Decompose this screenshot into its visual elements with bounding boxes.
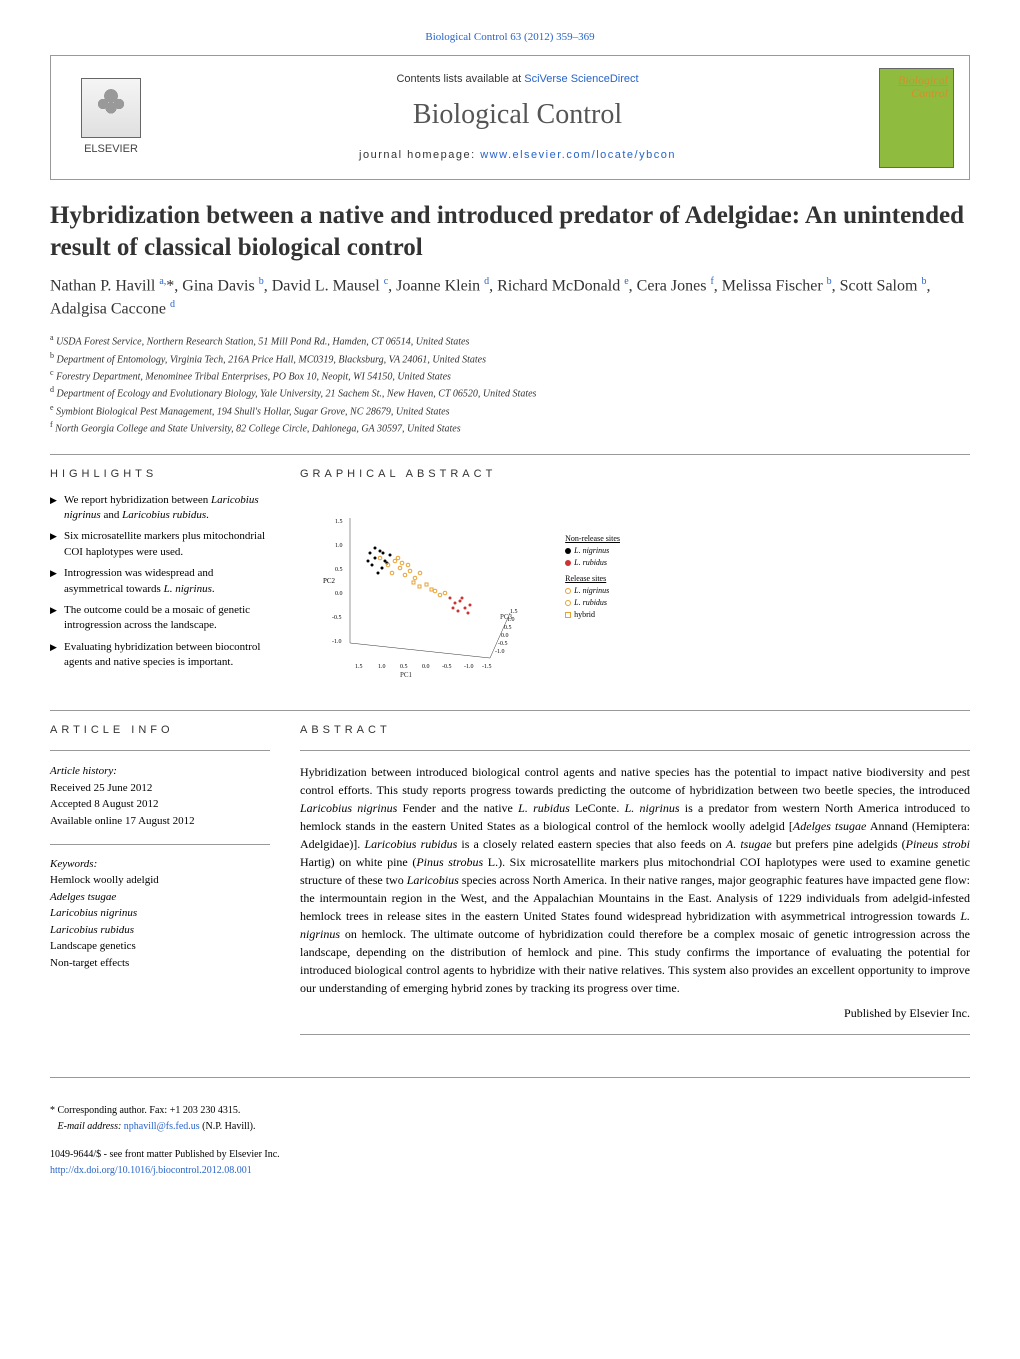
highlights-list: We report hybridization between Laricobi… <box>50 493 270 671</box>
svg-text:PC2: PC2 <box>323 577 336 585</box>
svg-text:-1.0: -1.0 <box>464 664 474 670</box>
svg-text:-1.0: -1.0 <box>332 639 342 645</box>
graphical-abstract-figure: 1.5 1.0 0.5 0.0 -0.5 -1.0 PC2 1.5 1.0 0.… <box>300 493 620 683</box>
pc1-label: PC1 <box>400 671 412 681</box>
publisher-line: Published by Elsevier Inc. <box>300 1005 970 1022</box>
svg-text:-1.0: -1.0 <box>495 649 505 655</box>
svg-text:0.5: 0.5 <box>400 664 408 670</box>
footer: * Corresponding author. Fax: +1 203 230 … <box>50 1103 970 1179</box>
elsevier-text: ELSEVIER <box>84 142 138 157</box>
scatter-legend: Non-release sites L. nigrinus L. rubidus… <box>565 533 620 621</box>
copyright-line: 1049-9644/$ - see front matter Published… <box>50 1147 970 1163</box>
divider <box>50 710 970 711</box>
svg-text:1.5: 1.5 <box>335 519 343 525</box>
affiliations-list: a USDA Forest Service, Northern Research… <box>50 332 970 436</box>
journal-title: Biological Control <box>156 95 879 134</box>
abstract-text: Hybridization between introduced biologi… <box>300 763 970 997</box>
svg-text:0.0: 0.0 <box>335 591 343 597</box>
svg-text:-0.5: -0.5 <box>332 615 342 621</box>
svg-text:1.0: 1.0 <box>335 543 343 549</box>
journal-homepage: journal homepage: www.elsevier.com/locat… <box>156 148 879 163</box>
authors-list: Nathan P. Havill a,*, Gina Davis b, Davi… <box>50 275 970 320</box>
sciencedirect-link[interactable]: SciVerse ScienceDirect <box>524 73 638 85</box>
highlight-item: The outcome could be a mosaic of genetic… <box>50 603 270 634</box>
svg-text:-1.5: -1.5 <box>482 664 492 670</box>
doi-link[interactable]: http://dx.doi.org/10.1016/j.biocontrol.2… <box>50 1165 252 1176</box>
abstract-header: ABSTRACT <box>300 723 970 738</box>
svg-text:0.5: 0.5 <box>335 567 343 573</box>
svg-text:0.0: 0.0 <box>422 664 430 670</box>
homepage-link[interactable]: www.elsevier.com/locate/ybcon <box>480 149 676 161</box>
article-title: Hybridization between a native and intro… <box>50 200 970 263</box>
highlights-header: HIGHLIGHTS <box>50 467 270 482</box>
graphical-header: GRAPHICAL ABSTRACT <box>300 467 970 482</box>
contents-line: Contents lists available at SciVerse Sci… <box>156 72 879 87</box>
svg-text:0.0: 0.0 <box>501 633 509 639</box>
elsevier-tree-icon <box>81 78 141 138</box>
svg-text:-0.5: -0.5 <box>442 664 452 670</box>
svg-text:-0.5: -0.5 <box>498 641 508 647</box>
elsevier-logo: ELSEVIER <box>66 73 156 163</box>
highlight-item: Introgression was widespread and asymmet… <box>50 566 270 597</box>
journal-cover-thumb: Biological Control <box>879 68 954 168</box>
highlight-item: Evaluating hybridization between biocont… <box>50 640 270 671</box>
keywords-section: Keywords: Hemlock woolly adelgidAdelges … <box>50 857 270 971</box>
email-link[interactable]: nphavill@fs.fed.us <box>124 1121 200 1132</box>
journal-box: ELSEVIER Contents lists available at Sci… <box>50 55 970 180</box>
svg-text:1.0: 1.0 <box>378 664 386 670</box>
article-history: Article history: Received 25 June 2012 A… <box>50 763 270 829</box>
citation-header: Biological Control 63 (2012) 359–369 <box>50 30 970 45</box>
article-info-header: ARTICLE INFO <box>50 723 270 738</box>
divider <box>50 454 970 455</box>
svg-text:0.5: 0.5 <box>504 625 512 631</box>
citation-link[interactable]: Biological Control 63 (2012) 359–369 <box>425 31 594 43</box>
highlight-item: Six microsatellite markers plus mitochon… <box>50 529 270 560</box>
pc3-label: PC3 <box>500 613 512 623</box>
highlight-item: We report hybridization between Laricobi… <box>50 493 270 524</box>
corresponding-author: * Corresponding author. Fax: +1 203 230 … <box>50 1103 970 1135</box>
svg-text:1.5: 1.5 <box>355 664 363 670</box>
